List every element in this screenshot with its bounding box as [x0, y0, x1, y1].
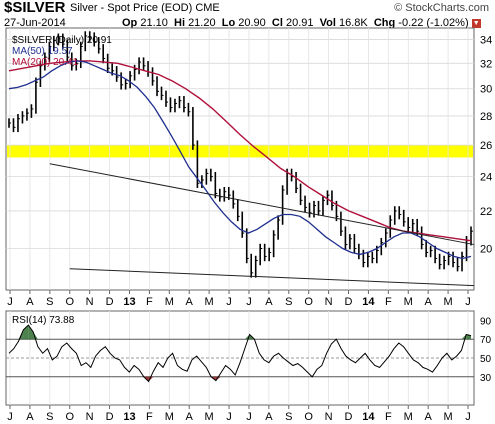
change-label: Chg — [373, 17, 396, 29]
price-x-tick-label: M — [165, 296, 174, 308]
price-x-tick-label: N — [325, 296, 333, 308]
open-label: Op — [122, 17, 138, 29]
low-value: 20.90 — [238, 17, 266, 29]
rsi-x-tick-label: D — [106, 411, 114, 423]
price-legend-entry: $SILVER (Daily) 20.91 — [12, 35, 112, 46]
price-y-tick-label: 20 — [480, 243, 492, 255]
volume-value: 16.8K — [338, 17, 368, 29]
price-y-tick-label: 24 — [480, 172, 492, 184]
price-y-tick-label: 22 — [480, 206, 492, 218]
price-x-tick-label: F — [385, 296, 392, 308]
rsi-oversold-fill — [215, 376, 221, 381]
rsi-y-tick-label: 90 — [480, 316, 492, 327]
price-x-tick-label: J — [226, 296, 232, 308]
exchange-text: CME — [195, 2, 220, 14]
price-y-tick-label: 30 — [480, 84, 492, 96]
rsi-x-tick-label: M — [205, 411, 214, 423]
rsi-x-tick-label: J — [465, 411, 471, 423]
price-x-tick-label: S — [285, 296, 292, 308]
price-x-tick-label: 13 — [123, 296, 135, 308]
change-value: -0.22 (-1.02%) — [398, 17, 469, 29]
rsi-x-tick-label: D — [345, 411, 353, 423]
price-x-tick-label: O — [65, 296, 74, 308]
rsi-x-tick-label: A — [26, 411, 34, 423]
price-plot-frame — [5, 27, 475, 291]
price-x-tick-label: A — [265, 296, 273, 308]
ma50-line — [8, 60, 472, 260]
brand-watermark: © StockCharts.com — [394, 2, 489, 14]
rsi-x-tick-label: M — [165, 411, 174, 423]
rsi-overbought-fill — [28, 325, 34, 340]
price-x-tick-label: A — [186, 296, 194, 308]
volume-label: Vol — [319, 17, 336, 29]
lower-trendline — [69, 268, 475, 287]
rsi-x-tick-label: O — [65, 411, 74, 423]
price-x-tick-label: F — [146, 296, 153, 308]
rsi-x-tick-label: 14 — [362, 411, 375, 423]
rsi-x-tick-label: J — [7, 411, 13, 423]
rsi-legend-entry: RSI(14) 73.88 — [12, 315, 75, 326]
rsi-line — [8, 324, 472, 383]
price-y-tick-label: 28 — [480, 111, 492, 123]
close-value: 20.91 — [285, 17, 314, 29]
price-x-tick-label: J — [465, 296, 471, 308]
rsi-x-tick-label: N — [325, 411, 333, 423]
rsi-x-tick-label: A — [265, 411, 273, 423]
price-x-tick-label: A — [26, 296, 34, 308]
price-legend-entry: MA(50) 19.57 — [12, 46, 73, 57]
rsi-x-tick-label: J — [246, 411, 252, 423]
high-value: 21.20 — [188, 17, 216, 29]
price-x-tick-label: N — [86, 296, 94, 308]
rsi-y-tick-label: 70 — [480, 335, 492, 346]
price-x-tick-label: M — [444, 296, 453, 308]
rsi-x-tick-label: O — [304, 411, 313, 423]
quote-line: Op 21.10 Hi 21.20 Lo 20.90 Cl 20.91 Vol … — [122, 17, 481, 29]
rsi-x-tick-label: J — [226, 411, 232, 423]
rsi-x-tick-label: A — [425, 411, 433, 423]
rsi-x-tick-label: S — [46, 411, 53, 423]
rsi-x-tick-label: M — [444, 411, 453, 423]
price-x-tick-label: D — [106, 296, 114, 308]
quote-date: 27-Jun-2014 — [4, 17, 66, 29]
price-y-tick-label: 34 — [480, 34, 492, 46]
rsi-x-tick-label: F — [385, 411, 392, 423]
rsi-x-tick-label: S — [285, 411, 292, 423]
down-arrow-icon: ▼ — [471, 18, 481, 28]
price-x-tick-label: J — [7, 296, 13, 308]
price-x-tick-label: M — [205, 296, 214, 308]
price-x-tick-label: S — [46, 296, 53, 308]
rsi-y-tick-label: 30 — [480, 373, 492, 384]
rsi-x-tick-label: N — [86, 411, 94, 423]
price-legend-entry: MA(200) 20.41 — [12, 57, 79, 68]
rsi-x-tick-label: 13 — [123, 411, 135, 423]
price-x-tick-label: 14 — [362, 296, 375, 308]
rsi-x-tick-label: A — [186, 411, 194, 423]
price-x-tick-label: D — [345, 296, 353, 308]
open-value: 21.10 — [140, 17, 168, 29]
ma200-line — [8, 60, 472, 242]
description-text: Silver - Spot Price (EOD) — [70, 2, 193, 14]
price-x-tick-label: J — [246, 296, 252, 308]
price-x-tick-label: M — [404, 296, 413, 308]
price-x-tick-label: A — [425, 296, 433, 308]
rsi-x-tick-label: F — [146, 411, 153, 423]
rsi-x-tick-label: M — [404, 411, 413, 423]
support-zone-band — [7, 145, 473, 158]
rsi-overbought-fill — [33, 331, 38, 340]
rsi-y-tick-label: 50 — [480, 354, 492, 365]
high-label: Hi — [174, 17, 185, 29]
price-y-tick-label: 26 — [480, 140, 492, 152]
chart-symbol: $SILVER — [4, 0, 66, 16]
price-y-tick-label: 32 — [480, 58, 492, 70]
low-label: Lo — [221, 17, 236, 29]
price-x-tick-label: O — [304, 296, 313, 308]
upper-trendline — [49, 163, 475, 246]
chart-description: Silver - Spot Price (EOD) CME — [70, 2, 220, 14]
close-label: Cl — [271, 17, 283, 29]
